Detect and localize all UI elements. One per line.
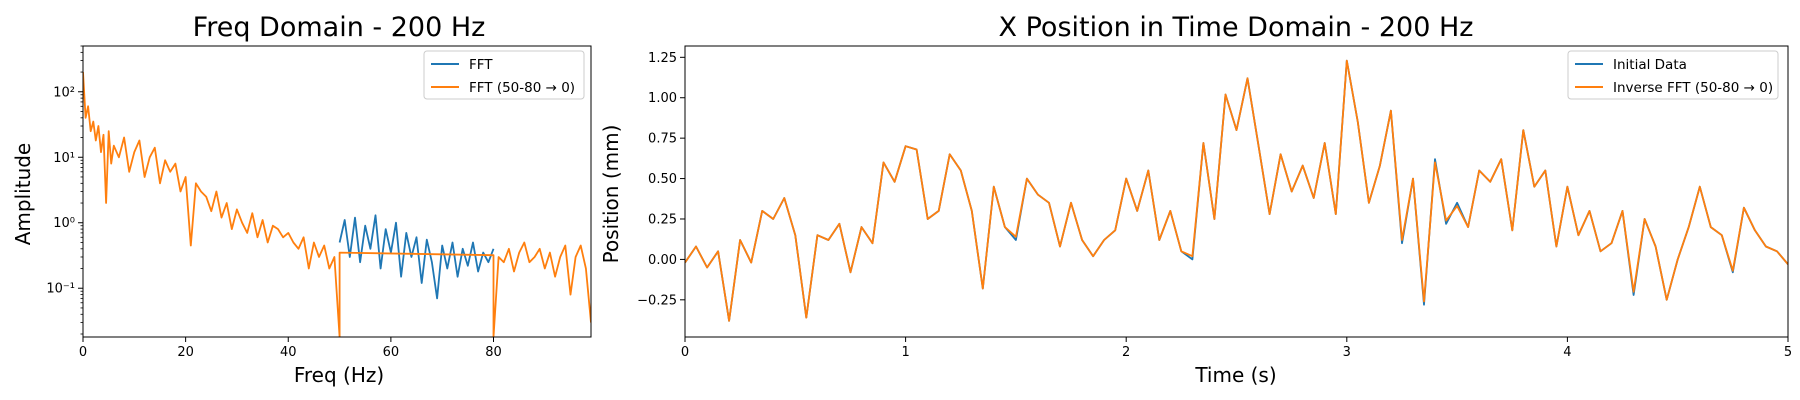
freq-legend-box [423,50,585,100]
y-tick-label: 1.00 [648,91,677,106]
time-legend-label-initial: Initial Data [1613,57,1687,73]
time-domain-panel: X Position in Time Domain - 200 Hz Time … [599,12,1792,387]
time-chart-title: X Position in Time Domain - 200 Hz [999,12,1474,43]
time-y-axis-label: Position (mm) [599,125,623,264]
freq-x-axis-label: Freq (Hz) [294,363,384,387]
time-legend-label-inverse: Inverse FFT (50-80 → 0) [1613,80,1773,96]
y-tick-label: 10⁰ [53,216,75,231]
x-tick-label: 80 [485,345,502,360]
x-tick-label: 0 [79,345,87,360]
series-line-secondary [83,72,591,337]
x-tick-label: 40 [280,345,297,360]
y-tick-label: 0.50 [648,172,677,187]
freq-y-axis-label: Amplitude [11,143,35,246]
series-group [83,72,591,337]
time-x-axis-label: Time (s) [1194,363,1276,387]
series-group [685,59,1788,322]
freq-legend: FFT FFT (50-80 → 0) [423,50,585,100]
time-plot-area: −0.25 0.00 0.25 0.50 0.75 1.00 1.25 0 1 2 3 4 5 [637,45,1792,360]
freq-plot-area: 10⁻¹ 10⁰ 10¹ 10² 0 20 40 60 80 [46,45,592,360]
series-line-secondary [685,59,1788,322]
y-tick-label: 10⁻¹ [46,282,75,297]
freq-chart-title: Freq Domain - 200 Hz [193,12,486,43]
y-tick-label: 0.00 [648,253,677,268]
x-tick-label: 2 [1122,345,1130,360]
freq-legend-label-fft-filtered: FFT (50-80 → 0) [469,80,575,96]
y-tick-label: 1.25 [648,51,677,66]
x-tick-label: 20 [177,345,194,360]
y-tick-label: 0.75 [648,132,677,147]
axes-frame [684,45,1789,338]
time-legend: Initial Data Inverse FFT (50-80 → 0) [1567,50,1779,100]
freq-domain-panel: Freq Domain - 200 Hz Freq (Hz) Amplitude… [11,12,592,387]
x-tick-label: 5 [1784,345,1792,360]
x-tick-label: 1 [901,345,909,360]
time-legend-box [1567,50,1779,100]
axes-frame [82,45,592,338]
y-tick-label: 10² [53,85,75,100]
x-tick-label: 60 [383,345,400,360]
series-line-primary [338,214,495,300]
freq-legend-label-fft: FFT [469,57,493,73]
x-tick-label: 4 [1563,345,1571,360]
y-tick-label: −0.25 [637,293,677,308]
x-tick-label: 0 [681,345,689,360]
y-tick-label: 10¹ [53,151,75,166]
x-tick-label: 3 [1343,345,1351,360]
y-tick-label: 0.25 [648,212,677,227]
